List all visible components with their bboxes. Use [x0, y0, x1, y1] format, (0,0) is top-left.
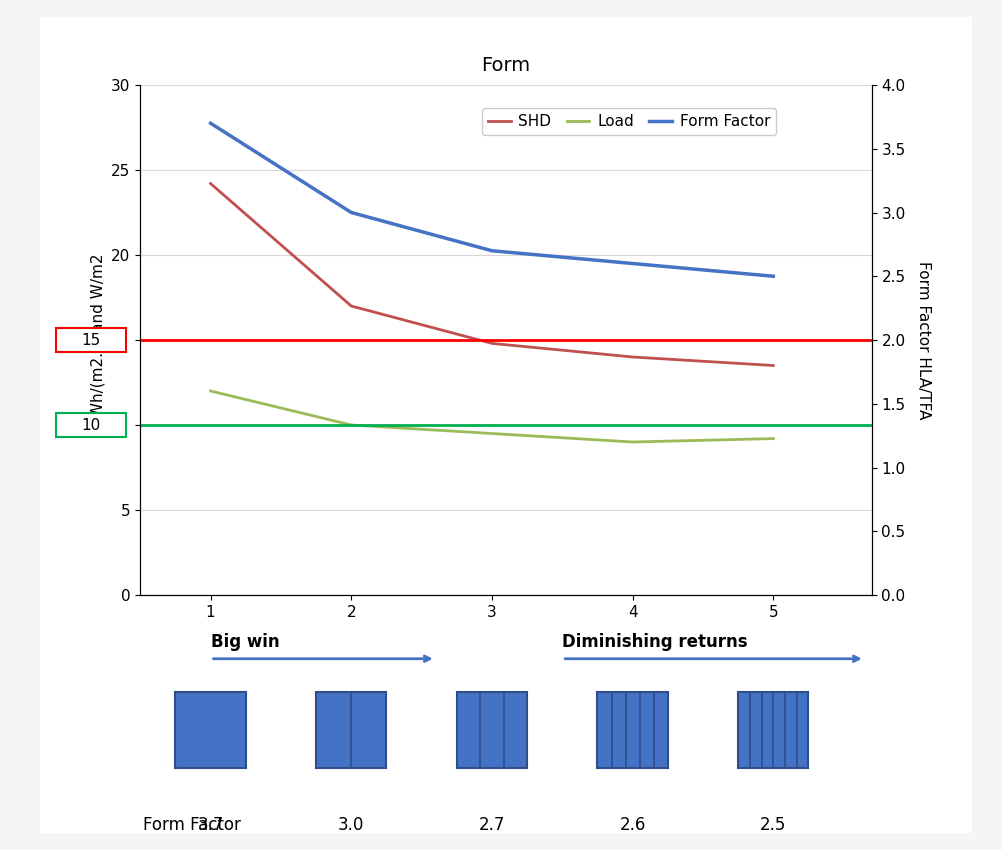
Text: 10: 10	[81, 417, 100, 433]
Text: 2.5: 2.5	[761, 815, 787, 834]
Bar	[175, 692, 245, 768]
Bar	[597, 692, 667, 768]
Text: 3.7: 3.7	[197, 815, 223, 834]
Y-axis label: Form Factor HLA/TFA: Form Factor HLA/TFA	[916, 261, 931, 419]
Text: 3.0: 3.0	[338, 815, 365, 834]
Bar	[738, 692, 809, 768]
Bar	[316, 692, 387, 768]
Bar	[457, 692, 527, 768]
Y-axis label: kWh/(m2.a) and W/m2: kWh/(m2.a) and W/m2	[90, 254, 105, 426]
Text: Diminishing returns: Diminishing returns	[562, 633, 747, 651]
FancyBboxPatch shape	[56, 328, 125, 352]
FancyBboxPatch shape	[31, 8, 981, 842]
Title: Form: Form	[481, 56, 531, 75]
Legend: SHD, Load, Form Factor: SHD, Load, Form Factor	[482, 108, 777, 135]
Text: Form Factor: Form Factor	[143, 815, 240, 834]
Text: 15: 15	[81, 332, 100, 348]
Text: Big win: Big win	[210, 633, 280, 651]
Text: 2.6: 2.6	[619, 815, 646, 834]
FancyBboxPatch shape	[56, 413, 125, 437]
Text: 2.7: 2.7	[479, 815, 505, 834]
